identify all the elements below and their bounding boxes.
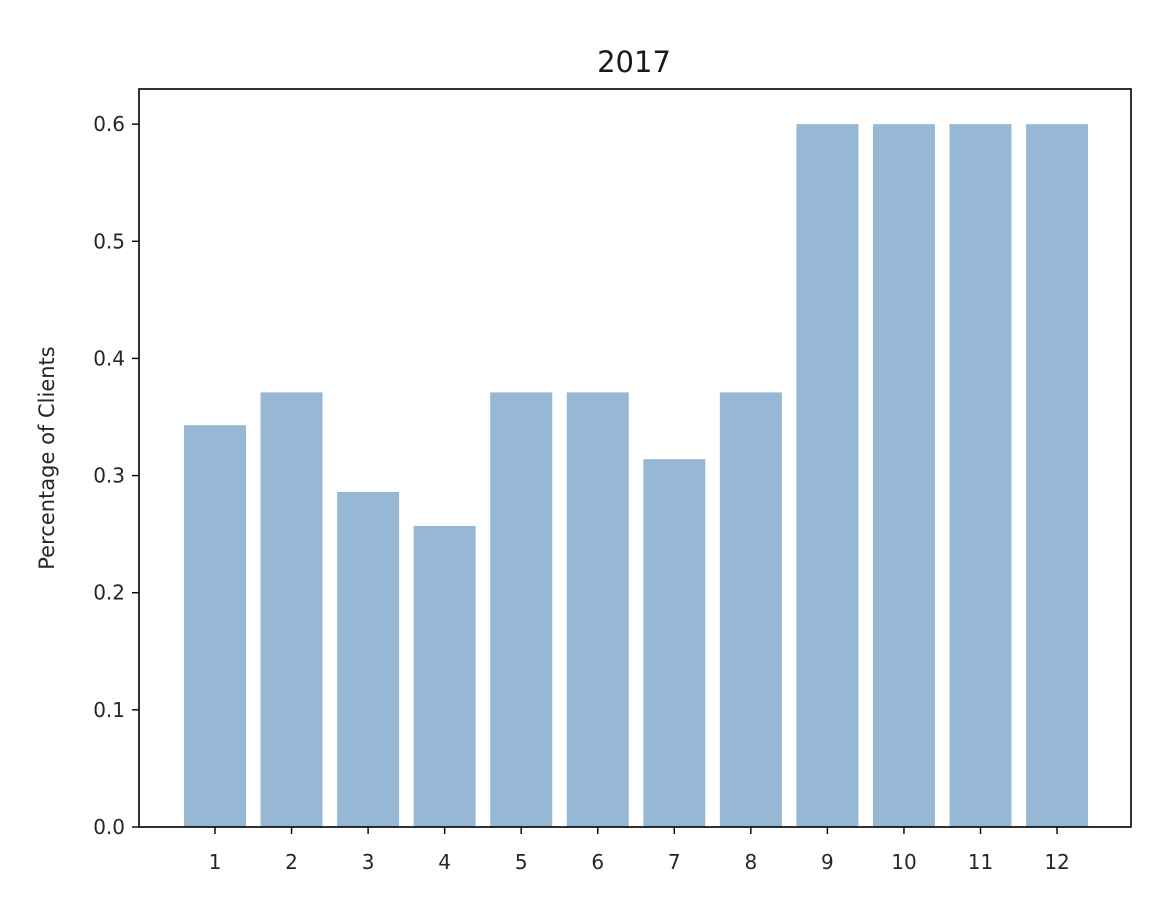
plot-frame xyxy=(138,88,1132,828)
bar-8 xyxy=(719,392,782,827)
y-axis-label: Percentage of Clients xyxy=(35,346,59,569)
y-tick-label: 0.0 xyxy=(93,815,125,839)
bars xyxy=(184,124,1089,827)
x-tick-label: 12 xyxy=(1044,850,1069,874)
bar-6 xyxy=(566,392,629,827)
y-axis-ticks: 0.0 0.1 0.2 0.3 0.4 0.5 0.6 xyxy=(93,112,139,839)
bar-10 xyxy=(872,124,935,827)
y-tick-label: 0.6 xyxy=(93,112,125,136)
x-tick-label: 3 xyxy=(362,850,375,874)
x-tick-label: 1 xyxy=(209,850,222,874)
bar-4 xyxy=(413,525,476,827)
bar-5 xyxy=(490,392,553,827)
y-tick-label: 0.3 xyxy=(93,464,125,488)
x-tick-label: 6 xyxy=(591,850,604,874)
x-tick-label: 11 xyxy=(968,850,993,874)
x-tick-label: 8 xyxy=(744,850,757,874)
x-tick-label: 4 xyxy=(438,850,451,874)
x-axis-ticks: 1 2 3 4 5 6 7 8 9 10 11 12 xyxy=(209,827,1070,874)
y-tick-label: 0.2 xyxy=(93,581,125,605)
x-tick-label: 7 xyxy=(668,850,681,874)
y-tick-label: 0.4 xyxy=(93,346,125,370)
y-tick-label: 0.5 xyxy=(93,229,125,253)
bar-11 xyxy=(949,124,1012,827)
x-tick-label: 2 xyxy=(285,850,298,874)
y-tick-label: 0.1 xyxy=(93,698,125,722)
bar-7 xyxy=(643,459,706,827)
x-tick-label: 10 xyxy=(891,850,916,874)
x-tick-label: 9 xyxy=(821,850,834,874)
bar-1 xyxy=(184,425,246,827)
x-tick-label: 5 xyxy=(515,850,528,874)
bar-2 xyxy=(260,392,323,827)
bar-3 xyxy=(337,491,400,827)
chart-title: 2017 xyxy=(597,45,671,79)
bar-9 xyxy=(796,124,859,827)
bar-12 xyxy=(1026,124,1089,827)
